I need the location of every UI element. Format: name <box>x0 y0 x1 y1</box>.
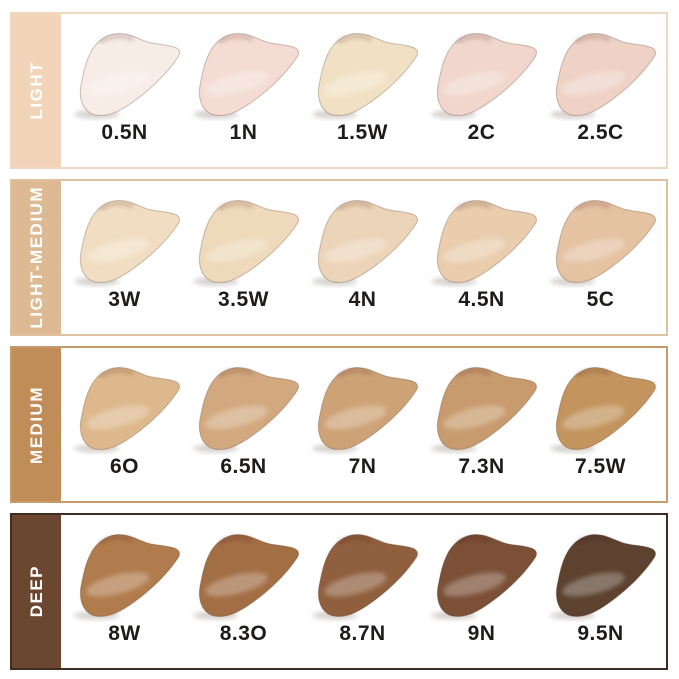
shade-swatch-1N: 1N <box>184 18 303 167</box>
shade-swatch-2.5C: 2.5C <box>541 18 660 167</box>
swatch-smear-image <box>67 528 183 622</box>
shade-swatch-6.5N: 6.5N <box>184 352 303 501</box>
swatch-strip: 6O 6.5N 7N 7.3N 7.5W <box>61 348 666 501</box>
shade-swatch-1.5W: 1.5W <box>303 18 422 167</box>
shade-code-label: 7N <box>348 455 377 478</box>
depth-band-label: LIGHT <box>26 61 46 120</box>
shade-row-light-medium: LIGHT-MEDIUM 3W 3.5W 4N 4.5N 5C <box>10 179 668 336</box>
shade-swatch-8.7N: 8.7N <box>303 519 422 668</box>
shade-code-label: 6.5N <box>220 455 267 478</box>
shade-swatch-8W: 8W <box>65 519 184 668</box>
shade-code-label: 2C <box>467 121 496 144</box>
swatch-strip: 8W 8.3O 8.7N 9N 9.5N <box>61 515 666 668</box>
swatch-smear-image <box>67 194 183 288</box>
swatch-smear-image <box>543 528 659 622</box>
depth-band-light: LIGHT <box>12 14 61 167</box>
shade-swatch-7.5W: 7.5W <box>541 352 660 501</box>
shade-code-label: 9.5N <box>577 622 624 645</box>
swatch-smear-image <box>186 361 302 455</box>
swatch-smear-image <box>424 27 540 121</box>
shade-swatch-3.5W: 3.5W <box>184 185 303 334</box>
swatch-smear-image <box>305 528 421 622</box>
shade-swatch-9.5N: 9.5N <box>541 519 660 668</box>
swatch-smear-image <box>305 194 421 288</box>
shade-swatch-8.3O: 8.3O <box>184 519 303 668</box>
swatch-smear-image <box>424 361 540 455</box>
swatch-smear-image <box>305 361 421 455</box>
depth-band-label: DEEP <box>26 565 46 618</box>
shade-code-label: 1.5W <box>336 121 388 144</box>
shade-swatch-2C: 2C <box>422 18 541 167</box>
swatch-smear-image <box>543 361 659 455</box>
shade-code-label: 6O <box>109 455 139 478</box>
swatch-smear-image <box>424 194 540 288</box>
shade-code-label: 2.5C <box>577 121 624 144</box>
swatch-smear-image <box>186 528 302 622</box>
swatch-smear-image <box>67 27 183 121</box>
depth-band-light-medium: LIGHT-MEDIUM <box>12 181 61 334</box>
swatch-strip: 3W 3.5W 4N 4.5N 5C <box>61 181 666 334</box>
depth-band-medium: MEDIUM <box>12 348 61 501</box>
swatch-smear-image <box>186 27 302 121</box>
shade-code-label: 4N <box>348 288 377 311</box>
swatch-smear-image <box>543 194 659 288</box>
shade-row-light: LIGHT 0.5N 1N 1.5W 2C 2.5C <box>10 12 668 169</box>
shade-code-label: 8.7N <box>339 622 386 645</box>
swatch-smear-image <box>186 194 302 288</box>
depth-band-deep: DEEP <box>12 515 61 668</box>
shade-swatch-4N: 4N <box>303 185 422 334</box>
shade-code-label: 7.5W <box>574 455 626 478</box>
shade-code-label: 9N <box>467 622 496 645</box>
shade-code-label: 4.5N <box>458 288 505 311</box>
shade-code-label: 7.3N <box>458 455 505 478</box>
swatch-strip: 0.5N 1N 1.5W 2C 2.5C <box>61 14 666 167</box>
shade-code-label: 8.3O <box>219 622 268 645</box>
shade-swatch-4.5N: 4.5N <box>422 185 541 334</box>
shade-code-label: 3.5W <box>217 288 269 311</box>
shade-swatch-7.3N: 7.3N <box>422 352 541 501</box>
shade-code-label: 0.5N <box>101 121 148 144</box>
shade-row-deep: DEEP 8W 8.3O 8.7N 9N 9.5N <box>10 513 668 670</box>
shade-swatch-9N: 9N <box>422 519 541 668</box>
swatch-smear-image <box>543 27 659 121</box>
shade-code-label: 1N <box>229 121 258 144</box>
shade-swatch-3W: 3W <box>65 185 184 334</box>
depth-band-label: MEDIUM <box>26 385 46 464</box>
shade-code-label: 5C <box>586 288 615 311</box>
swatch-smear-image <box>424 528 540 622</box>
shade-code-label: 3W <box>108 288 141 311</box>
shade-swatch-6O: 6O <box>65 352 184 501</box>
shade-swatch-0.5N: 0.5N <box>65 18 184 167</box>
shade-swatch-5C: 5C <box>541 185 660 334</box>
shade-swatch-7N: 7N <box>303 352 422 501</box>
shade-row-medium: MEDIUM 6O 6.5N 7N 7.3N 7.5W <box>10 346 668 503</box>
swatch-smear-image <box>67 361 183 455</box>
shade-code-label: 8W <box>108 622 141 645</box>
swatch-smear-image <box>305 27 421 121</box>
depth-band-label: LIGHT-MEDIUM <box>26 186 46 329</box>
